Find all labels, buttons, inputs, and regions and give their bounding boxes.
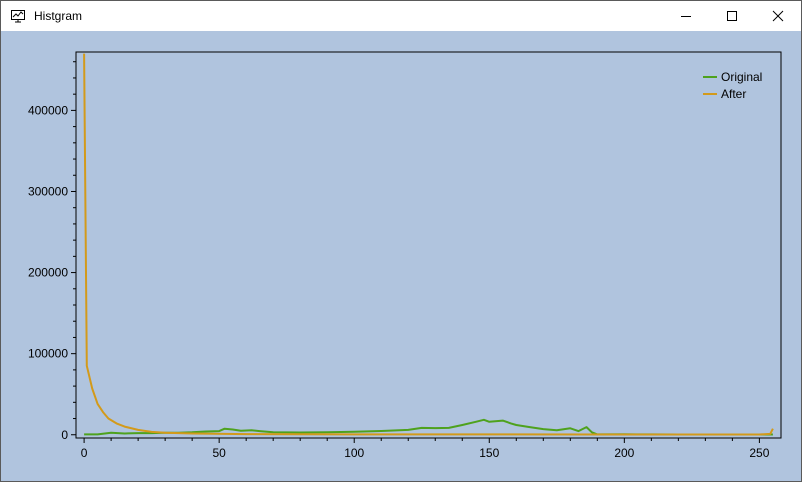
- plot-frame: [75, 51, 782, 439]
- close-icon: [772, 10, 784, 22]
- legend-label-after: After: [721, 87, 746, 101]
- histogram-chart: 0 100000 200000 300000 400000 0 50 100 150 200 250…: [28, 51, 782, 460]
- y-tick-label: 400000: [28, 103, 68, 117]
- minimize-icon: [681, 16, 691, 17]
- series-line-original: [84, 418, 773, 436]
- x-tick-label: 250: [749, 446, 769, 460]
- maximize-icon: [727, 11, 737, 21]
- x-tick-label: 200: [614, 446, 634, 460]
- y-tick-label: 300000: [28, 184, 68, 198]
- x-tick-label: 50: [212, 446, 226, 460]
- close-button[interactable]: [755, 1, 801, 31]
- legend-label-original: Original: [721, 70, 762, 84]
- y-tick-label: 200000: [28, 266, 68, 280]
- series-line-after: [83, 53, 774, 436]
- x-tick-label: 0: [81, 446, 88, 460]
- x-tick-label: 100: [344, 446, 364, 460]
- maximize-button[interactable]: [709, 1, 755, 31]
- y-tick-label: 100000: [28, 347, 68, 361]
- title-bar[interactable]: Histgram: [1, 1, 801, 31]
- window-title: Histgram: [34, 9, 83, 23]
- y-tick-label: 0: [61, 428, 68, 442]
- minimize-button[interactable]: [663, 1, 709, 31]
- chart-area: 0 100000 200000 300000 400000 0 50 100 150 200 250…: [1, 31, 801, 481]
- x-tick-label: 150: [479, 446, 499, 460]
- chart-window-icon: [11, 10, 25, 23]
